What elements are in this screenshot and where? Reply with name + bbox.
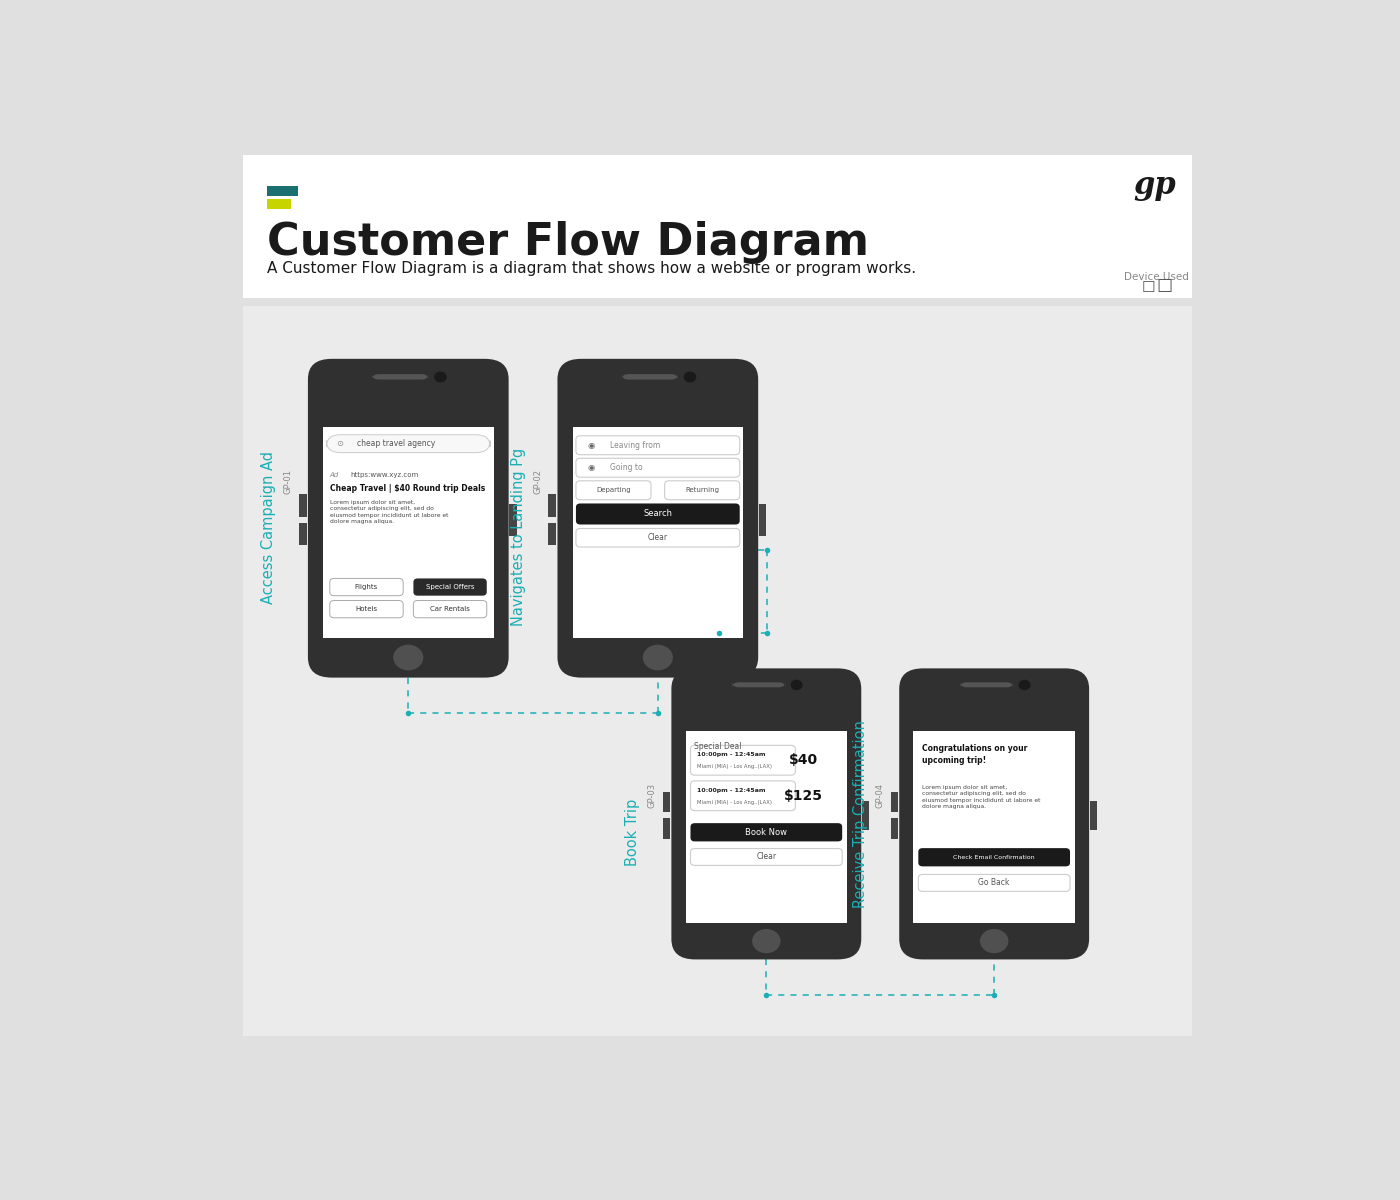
Text: Clear: Clear [648,533,668,542]
FancyBboxPatch shape [510,504,517,535]
FancyBboxPatch shape [326,434,490,452]
Text: ☐: ☐ [1156,278,1173,296]
FancyBboxPatch shape [918,848,1070,866]
Text: Book Now: Book Now [745,828,787,836]
Text: GP-04: GP-04 [875,782,885,808]
Text: Congratulations on your
upcoming trip!: Congratulations on your upcoming trip! [921,744,1028,766]
Text: Car Rentals: Car Rentals [430,606,470,612]
Text: Special Offers: Special Offers [426,584,475,590]
FancyBboxPatch shape [298,494,307,517]
Text: Navigates to Landing Pg: Navigates to Landing Pg [511,448,526,626]
FancyBboxPatch shape [244,155,1191,299]
Circle shape [435,372,447,382]
FancyBboxPatch shape [244,306,1191,1036]
Text: Check Email Confirmation: Check Email Confirmation [953,854,1035,859]
FancyBboxPatch shape [960,682,1014,688]
FancyBboxPatch shape [732,682,785,688]
FancyBboxPatch shape [323,427,494,637]
Text: Clear: Clear [756,852,777,862]
FancyBboxPatch shape [662,818,671,839]
FancyBboxPatch shape [330,600,403,618]
Text: ◉: ◉ [588,463,595,473]
FancyBboxPatch shape [573,427,743,637]
Text: Device Used: Device Used [1124,271,1190,282]
FancyBboxPatch shape [890,818,897,839]
FancyBboxPatch shape [686,731,847,923]
FancyBboxPatch shape [575,436,739,455]
Text: Cheap Travel | $40 Round trip Deals: Cheap Travel | $40 Round trip Deals [330,484,484,493]
Text: ☐: ☐ [1141,280,1155,295]
FancyBboxPatch shape [662,792,671,812]
Text: Hotels: Hotels [356,606,378,612]
Text: GP-02: GP-02 [533,469,542,493]
FancyBboxPatch shape [690,848,843,865]
FancyBboxPatch shape [267,186,298,196]
FancyBboxPatch shape [575,458,739,478]
FancyBboxPatch shape [413,600,487,618]
Text: Leaving from: Leaving from [610,440,661,450]
Text: ◉: ◉ [588,440,595,450]
FancyBboxPatch shape [575,528,739,547]
FancyBboxPatch shape [672,668,861,960]
Text: Book Trip: Book Trip [624,799,640,866]
Text: Flights: Flights [354,584,378,590]
Text: cheap travel agency: cheap travel agency [357,439,435,448]
FancyBboxPatch shape [913,731,1075,923]
Circle shape [1019,680,1030,690]
FancyBboxPatch shape [575,504,739,524]
FancyBboxPatch shape [665,481,739,499]
Text: Special Deal: Special Deal [693,743,741,751]
Circle shape [980,929,1008,953]
Circle shape [791,680,802,690]
Text: Lorem ipsum dolor sit amet,
consectetur adipiscing elit, sed do
eiusmod tempor i: Lorem ipsum dolor sit amet, consectetur … [330,500,448,524]
FancyBboxPatch shape [549,523,556,545]
FancyBboxPatch shape [918,875,1070,892]
Text: 10:00pm - 12:45am: 10:00pm - 12:45am [697,788,766,793]
FancyBboxPatch shape [862,800,869,830]
FancyBboxPatch shape [622,374,678,379]
FancyBboxPatch shape [690,781,795,811]
FancyBboxPatch shape [890,792,897,812]
Circle shape [752,929,781,953]
FancyBboxPatch shape [308,359,508,678]
Text: Customer Flow Diagram: Customer Flow Diagram [267,221,869,264]
Text: Access Campaign Ad: Access Campaign Ad [262,451,276,604]
Text: Ad: Ad [330,472,339,478]
FancyBboxPatch shape [549,494,556,517]
Text: Returning: Returning [685,487,720,493]
FancyBboxPatch shape [575,481,651,499]
Text: Receive Trip Confirmation: Receive Trip Confirmation [853,720,868,908]
Text: Go Back: Go Back [979,878,1009,887]
Circle shape [685,372,696,382]
Text: https:www.xyz.com: https:www.xyz.com [350,472,419,478]
FancyBboxPatch shape [690,745,795,775]
FancyBboxPatch shape [298,523,307,545]
FancyBboxPatch shape [557,359,759,678]
Text: ⊙: ⊙ [336,439,343,448]
Text: 10:00pm - 12:45am: 10:00pm - 12:45am [697,752,766,757]
Text: Search: Search [644,510,672,518]
Text: Departing: Departing [596,487,631,493]
Text: gp: gp [1134,170,1176,200]
Circle shape [643,644,673,671]
Text: GP-01: GP-01 [284,469,293,493]
FancyBboxPatch shape [267,199,291,209]
Text: GP-03: GP-03 [647,782,657,808]
Text: A Customer Flow Diagram is a diagram that shows how a website or program works.: A Customer Flow Diagram is a diagram tha… [267,262,917,276]
Text: Going to: Going to [610,463,643,473]
Text: Miami (MIA) - Los Ang..(LAX): Miami (MIA) - Los Ang..(LAX) [697,764,771,769]
FancyBboxPatch shape [372,374,428,379]
FancyBboxPatch shape [759,504,766,535]
Circle shape [393,644,423,671]
FancyBboxPatch shape [413,578,487,595]
FancyBboxPatch shape [330,578,403,595]
Text: $40: $40 [788,754,818,767]
FancyBboxPatch shape [690,823,843,841]
Text: Miami (MIA) - Los Ang..(LAX): Miami (MIA) - Los Ang..(LAX) [697,800,771,805]
Text: $125: $125 [784,788,823,803]
Text: Lorem ipsum dolor sit amet,
consectetur adipiscing elit, sed do
eiusmod tempor i: Lorem ipsum dolor sit amet, consectetur … [921,785,1040,809]
FancyBboxPatch shape [899,668,1089,960]
FancyBboxPatch shape [1089,800,1096,830]
